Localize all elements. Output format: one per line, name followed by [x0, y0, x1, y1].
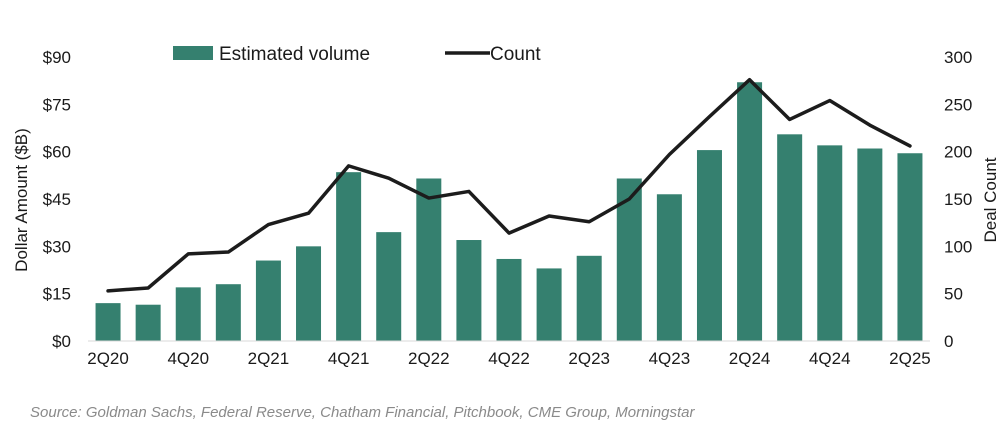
y2-tick-label: 0	[944, 332, 953, 351]
x-tick-label: 2Q22	[408, 349, 450, 368]
count-line	[106, 77, 912, 293]
y-axis-title: Dollar Amount ($B)	[12, 128, 31, 272]
y2-tick-label: 200	[944, 143, 972, 162]
x-tick-label: 2Q25	[889, 349, 931, 368]
legend-swatch-estimated-volume	[173, 46, 213, 60]
bar-3Q24	[777, 134, 803, 341]
bar-2Q20	[95, 303, 121, 341]
x-tick-label: 2Q24	[729, 349, 771, 368]
bar-1Q24	[696, 150, 722, 341]
legend-label-estimated-volume: Estimated volume	[219, 44, 370, 65]
bar-1Q22	[376, 232, 402, 341]
y2-tick-label: 50	[944, 285, 963, 304]
bar-4Q23	[656, 194, 682, 341]
y2-tick-label: 300	[944, 48, 972, 67]
bar-2Q23	[576, 255, 602, 341]
bar-1Q21	[215, 284, 241, 341]
y-tick-label: $45	[43, 190, 71, 209]
x-tick-label: 4Q20	[167, 349, 209, 368]
y2-tick-label: 150	[944, 190, 972, 209]
y-tick-label: $0	[52, 332, 71, 351]
bar-4Q21	[336, 172, 362, 341]
source-note: Source: Goldman Sachs, Federal Reserve, …	[30, 404, 695, 421]
y2-tick-label: 100	[944, 237, 972, 256]
bar-2Q25	[897, 153, 923, 341]
bar-3Q21	[296, 246, 322, 341]
bar-2Q22	[416, 178, 442, 341]
bar-2Q21	[255, 260, 281, 341]
bar-1Q25	[857, 148, 883, 341]
bar-4Q24	[817, 145, 843, 341]
bar-3Q20	[135, 304, 161, 341]
y-tick-label: $30	[43, 237, 71, 256]
bar-2Q24	[737, 82, 763, 341]
x-tick-label: 2Q20	[87, 349, 129, 368]
x-tick-label: 4Q22	[488, 349, 530, 368]
y-tick-label: $75	[43, 95, 71, 114]
y2-tick-label: 250	[944, 95, 972, 114]
bar-1Q23	[536, 268, 562, 341]
x-tick-label: 2Q21	[248, 349, 290, 368]
y-tick-label: $90	[43, 48, 71, 67]
x-tick-label: 2Q23	[568, 349, 610, 368]
x-tick-label: 4Q23	[649, 349, 691, 368]
bar-4Q22	[496, 258, 522, 341]
bar-4Q20	[175, 287, 201, 341]
y-tick-label: $60	[43, 143, 71, 162]
x-tick-label: 4Q24	[809, 349, 851, 368]
x-tick-label: 4Q21	[328, 349, 370, 368]
bar-3Q22	[456, 240, 482, 341]
legend-label-count: Count	[490, 44, 541, 65]
y2-axis-title: Deal Count	[981, 157, 1000, 242]
y-tick-label: $15	[43, 285, 71, 304]
